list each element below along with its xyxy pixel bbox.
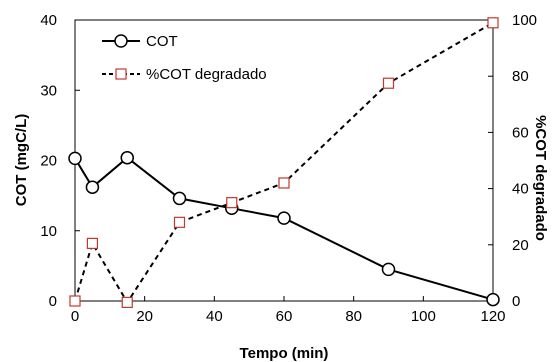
data-point-cot <box>381 262 396 277</box>
y2-tick-label: 20 <box>512 237 529 254</box>
data-point-cot <box>68 151 82 166</box>
data-point-cot <box>172 191 187 206</box>
y2-tick-label: 40 <box>512 181 529 198</box>
data-point-degradado <box>382 77 395 89</box>
y-tick-label: 20 <box>40 153 57 170</box>
plot-frame <box>74 19 494 302</box>
x-tick-label: 80 <box>345 308 362 325</box>
x-tick-label: 20 <box>136 308 153 325</box>
legend: COT %COT degradado <box>102 33 267 83</box>
legend-cot-label: COT <box>146 33 178 50</box>
y2-axis-title: %COT degradado <box>532 115 549 241</box>
data-point-degradado <box>278 177 290 189</box>
series-layer <box>68 17 500 309</box>
x-tick-label: 100 <box>411 308 436 325</box>
y2-tick-label: 60 <box>512 124 529 141</box>
y-tick-label: 40 <box>40 12 57 29</box>
data-point-degradado <box>69 295 81 307</box>
data-point-cot <box>277 211 291 225</box>
data-point-degradado <box>121 296 133 309</box>
data-point-cot <box>85 180 100 194</box>
data-point-cot <box>120 150 134 165</box>
x-tick-label: 0 <box>71 308 79 325</box>
y-tick-label: 10 <box>40 223 57 240</box>
series-line-cot <box>74 156 494 301</box>
y2-tick-label: 80 <box>512 68 529 85</box>
legend-degradado-marker <box>115 68 127 80</box>
legend-cot-marker <box>114 34 128 48</box>
data-point-degradado <box>86 237 99 249</box>
x-axis-title: Tempo (min) <box>240 345 329 362</box>
data-point-degradado <box>173 216 186 228</box>
x-tick-label: 60 <box>276 308 293 325</box>
y-axis-title: COT (mgC/L) <box>13 114 30 206</box>
y2-tick-label: 0 <box>512 293 520 310</box>
data-point-cot <box>486 292 500 307</box>
x-tick-label: 40 <box>206 308 223 325</box>
y2-axis-ticks: 0 20 40 60 80 100 <box>488 12 537 310</box>
y-axis-ticks: 0 10 20 30 40 <box>40 12 80 310</box>
legend-degradado-label: %COT degradado <box>146 66 267 83</box>
y-tick-label: 30 <box>40 82 57 99</box>
data-point-degradado <box>487 17 499 29</box>
y-tick-label: 0 <box>49 293 57 310</box>
data-point-degradado <box>226 197 238 209</box>
y2-tick-label: 100 <box>512 12 537 29</box>
x-axis-ticks: 0 20 40 60 80 100 120 <box>71 296 506 325</box>
series-line-degradado <box>74 21 494 305</box>
x-tick-label: 120 <box>480 308 505 325</box>
